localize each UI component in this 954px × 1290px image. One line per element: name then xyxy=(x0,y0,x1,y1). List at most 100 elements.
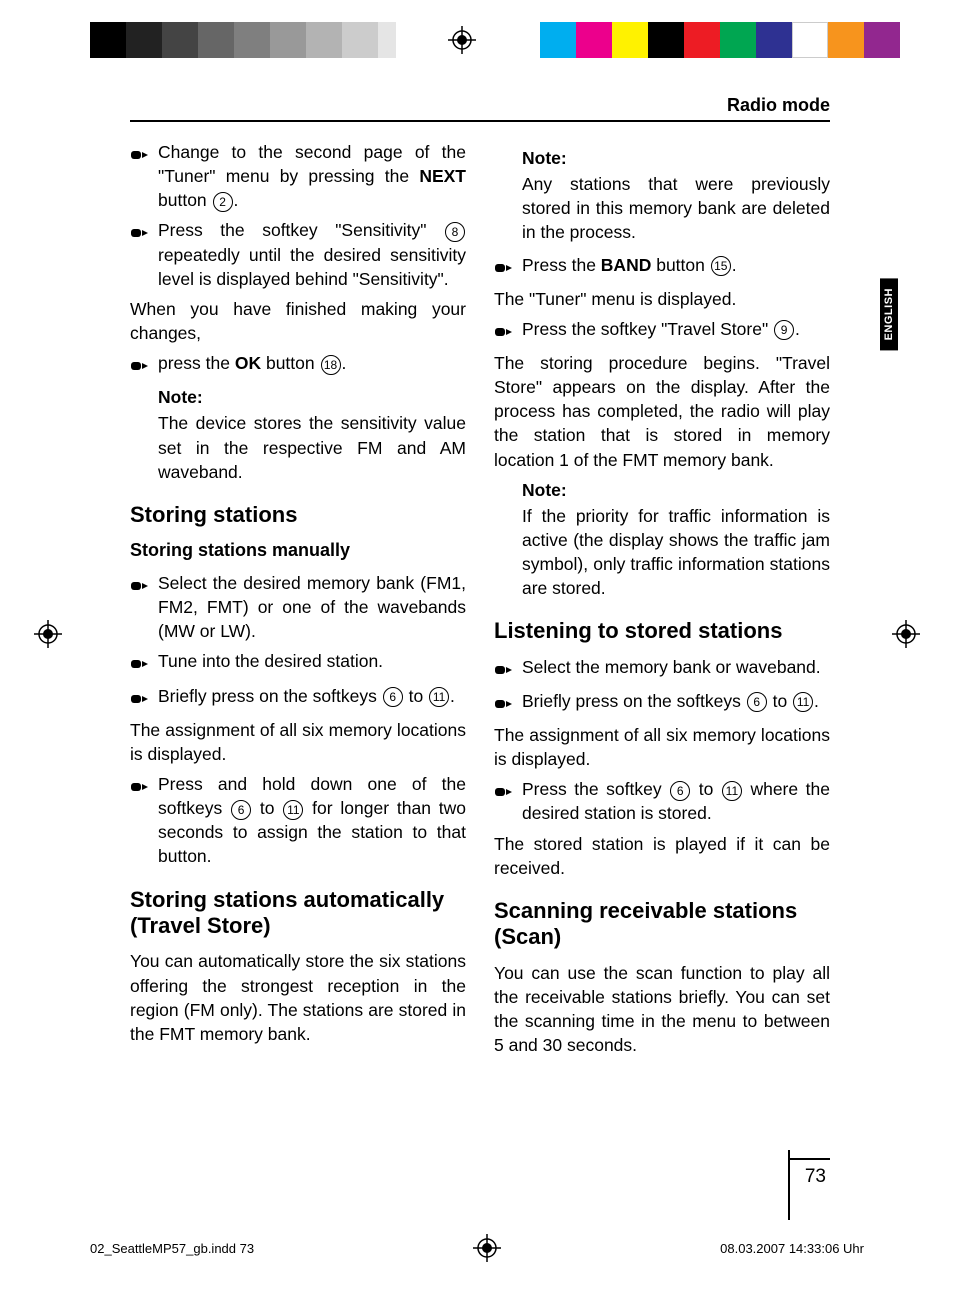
button-ref: 6 xyxy=(670,781,690,801)
note-text: If the priority for traffic information … xyxy=(522,504,830,601)
left-column: Change to the second page of the "Tuner"… xyxy=(130,140,466,1063)
instruction-step: Tune into the desired station. xyxy=(130,649,466,677)
swatch xyxy=(648,22,684,58)
button-ref: 11 xyxy=(283,800,303,820)
button-ref: 6 xyxy=(383,687,403,707)
language-tab: ENGLISH xyxy=(880,278,898,350)
section-heading: Listening to stored stations xyxy=(494,618,830,644)
hand-pointer-icon xyxy=(494,777,522,805)
button-ref: 11 xyxy=(429,687,449,707)
print-footer: 02_SeattleMP57_gb.indd 73 08.03.2007 14:… xyxy=(90,1234,864,1262)
section-heading: Storing stations xyxy=(130,502,466,528)
swatch xyxy=(864,22,900,58)
button-ref: 2 xyxy=(213,192,233,212)
button-ref: 6 xyxy=(747,692,767,712)
swatch xyxy=(270,22,306,58)
instruction-step: Select the desired memory bank (FM1, FM2… xyxy=(130,571,466,643)
button-ref: 8 xyxy=(445,222,465,242)
step-text: Change to the second page of the "Tuner"… xyxy=(158,140,466,212)
color-swatches xyxy=(540,22,900,58)
hand-pointer-icon xyxy=(130,218,158,246)
swatch xyxy=(792,22,828,58)
instruction-step: Press the softkey "Sensitivity" 8 repeat… xyxy=(130,218,466,290)
swatch xyxy=(576,22,612,58)
body-text: The storing procedure begins. "Travel St… xyxy=(494,351,830,472)
hand-pointer-icon xyxy=(494,655,522,683)
step-text: Select the desired memory bank (FM1, FM2… xyxy=(158,571,466,643)
section-heading: Scanning receivable stations (Scan) xyxy=(494,898,830,951)
body-text: You can use the scan function to play al… xyxy=(494,961,830,1058)
note-text: Any stations that were previously stored… xyxy=(522,172,830,244)
page-number-rule xyxy=(788,1150,790,1220)
step-text: Press the softkey 6 to 11 where the desi… xyxy=(522,777,830,825)
button-ref: 9 xyxy=(774,320,794,340)
step-text: Briefly press on the softkeys 6 to 11. xyxy=(158,684,466,708)
step-text: Press the BAND button 15. xyxy=(522,253,830,277)
hand-pointer-icon xyxy=(130,772,158,800)
swatch xyxy=(234,22,270,58)
button-ref: 11 xyxy=(722,781,742,801)
registration-mark-icon xyxy=(892,620,920,648)
body-text: The "Tuner" menu is displayed. xyxy=(494,287,830,311)
step-text: Select the memory bank or waveband. xyxy=(522,655,830,679)
body-text: The assignment of all six memory locatio… xyxy=(130,718,466,766)
note-heading: Note: xyxy=(522,146,830,170)
section-header: Radio mode xyxy=(727,95,830,116)
hand-pointer-icon xyxy=(130,684,158,712)
swatch xyxy=(126,22,162,58)
section-heading: Storing stations automatically (Travel S… xyxy=(130,887,466,940)
step-text: press the OK button 18. xyxy=(158,351,466,375)
hand-pointer-icon xyxy=(130,140,158,168)
note-heading: Note: xyxy=(158,385,466,409)
footer-timestamp: 08.03.2007 14:33:06 Uhr xyxy=(720,1241,864,1256)
swatch xyxy=(378,22,396,58)
button-ref: 15 xyxy=(711,256,731,276)
note-text: The device stores the sensitivity value … xyxy=(158,411,466,483)
registration-mark-icon xyxy=(448,26,476,54)
body-text: The stored station is played if it can b… xyxy=(494,832,830,880)
registration-mark-icon xyxy=(34,620,62,648)
body-text: The assignment of all six memory locatio… xyxy=(494,723,830,771)
swatch xyxy=(396,22,414,58)
hand-pointer-icon xyxy=(494,253,522,281)
instruction-step: Press the softkey "Travel Store" 9. xyxy=(494,317,830,345)
hand-pointer-icon xyxy=(130,571,158,599)
hand-pointer-icon xyxy=(494,317,522,345)
swatch xyxy=(540,22,576,58)
swatch xyxy=(720,22,756,58)
instruction-step: press the OK button 18. xyxy=(130,351,466,379)
swatch xyxy=(828,22,864,58)
button-ref: 11 xyxy=(793,692,813,712)
page-number: 73 xyxy=(805,1166,826,1188)
swatch xyxy=(162,22,198,58)
instruction-step: Change to the second page of the "Tuner"… xyxy=(130,140,466,212)
swatch xyxy=(342,22,378,58)
swatch xyxy=(90,22,126,58)
note-heading: Note: xyxy=(522,478,830,502)
swatch xyxy=(684,22,720,58)
registration-strip xyxy=(0,20,954,60)
swatch xyxy=(756,22,792,58)
step-text: Tune into the desired station. xyxy=(158,649,466,673)
right-column: Note: Any stations that were previously … xyxy=(494,140,830,1063)
hand-pointer-icon xyxy=(130,649,158,677)
button-ref: 6 xyxy=(231,800,251,820)
instruction-step: Press and hold down one of the softkeys … xyxy=(130,772,466,869)
swatch xyxy=(612,22,648,58)
button-ref: 18 xyxy=(321,355,341,375)
instruction-step: Press the BAND button 15. xyxy=(494,253,830,281)
instruction-step: Briefly press on the softkeys 6 to 11. xyxy=(494,689,830,717)
hand-pointer-icon xyxy=(130,351,158,379)
body-text: When you have finished making your chang… xyxy=(130,297,466,345)
instruction-step: Select the memory bank or waveband. xyxy=(494,655,830,683)
page: Radio mode ENGLISH Change to the second … xyxy=(0,0,954,1290)
body-text: You can automatically store the six stat… xyxy=(130,949,466,1046)
swatch xyxy=(198,22,234,58)
swatch xyxy=(306,22,342,58)
registration-mark-icon xyxy=(473,1234,501,1262)
step-text: Briefly press on the softkeys 6 to 11. xyxy=(522,689,830,713)
step-text: Press the softkey "Sensitivity" 8 repeat… xyxy=(158,218,466,290)
grayscale-swatches xyxy=(90,22,414,58)
content-columns: Change to the second page of the "Tuner"… xyxy=(130,140,830,1063)
instruction-step: Briefly press on the softkeys 6 to 11. xyxy=(130,684,466,712)
